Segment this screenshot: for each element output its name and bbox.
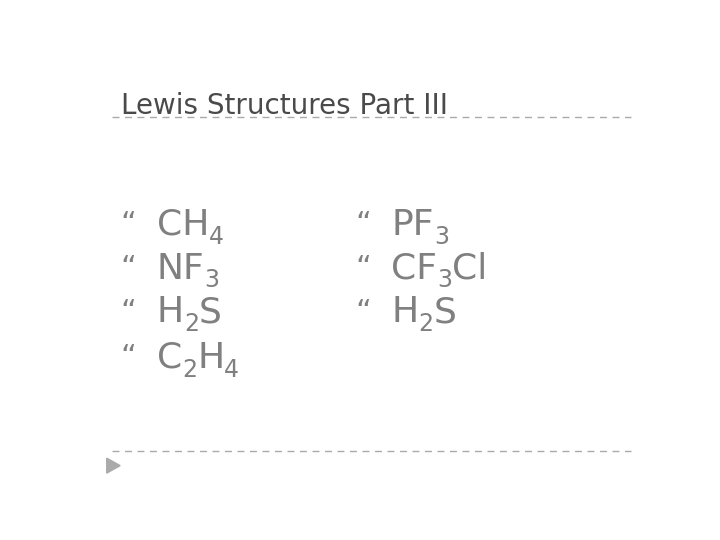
Text: 3: 3 <box>434 225 449 248</box>
Text: Lewis Structures Part III: Lewis Structures Part III <box>121 92 448 120</box>
Text: “: “ <box>121 211 137 239</box>
Text: CH: CH <box>157 208 210 242</box>
Text: 4: 4 <box>210 225 225 248</box>
Text: NF: NF <box>157 252 204 286</box>
Text: “: “ <box>355 298 371 327</box>
Text: 2: 2 <box>184 312 199 336</box>
Text: 2: 2 <box>418 312 433 336</box>
Text: 3: 3 <box>204 268 220 292</box>
Text: S: S <box>199 295 222 329</box>
Text: “: “ <box>355 254 371 283</box>
Text: CF: CF <box>392 252 437 286</box>
Text: H: H <box>157 295 184 329</box>
Text: S: S <box>433 295 456 329</box>
Text: “: “ <box>121 254 137 283</box>
Text: H: H <box>392 295 418 329</box>
Text: “: “ <box>121 343 137 373</box>
Text: C: C <box>157 341 182 375</box>
Text: Cl: Cl <box>452 252 487 286</box>
Polygon shape <box>107 458 120 473</box>
Text: 3: 3 <box>437 268 452 292</box>
Text: 4: 4 <box>225 357 239 382</box>
Text: “: “ <box>355 211 371 239</box>
Text: “: “ <box>121 298 137 327</box>
Text: H: H <box>197 341 225 375</box>
Text: 2: 2 <box>182 357 197 382</box>
Text: PF: PF <box>392 208 434 242</box>
